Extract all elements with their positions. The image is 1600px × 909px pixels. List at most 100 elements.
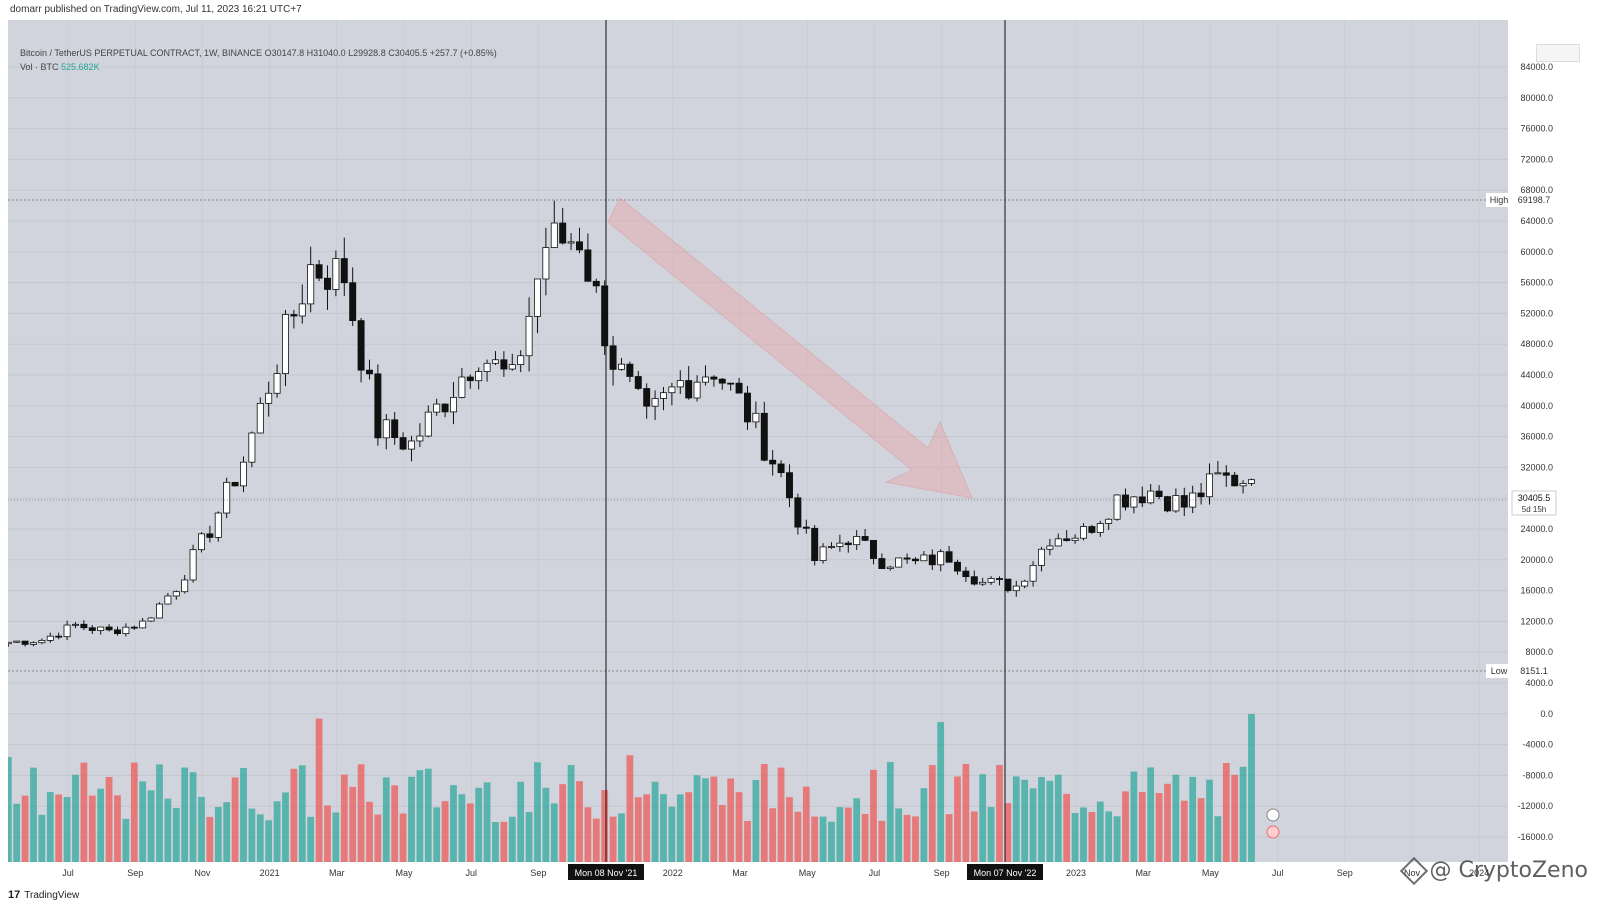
candle-body: [449, 396, 457, 413]
chart-legend: Bitcoin / TetherUS PERPETUAL CONTRACT, 1…: [20, 46, 497, 74]
volume-bar: [181, 767, 189, 862]
candle-body: [1172, 495, 1180, 512]
candle-body: [760, 412, 768, 461]
candle-body: [88, 627, 96, 631]
candle-body: [718, 378, 726, 384]
volume-bar: [592, 818, 600, 862]
candle-body: [1164, 496, 1171, 512]
price-tick-label: 12000.0: [1520, 616, 1553, 626]
volume-bar: [886, 762, 894, 862]
price-tick-label: -8000.0: [1522, 770, 1553, 780]
volume-bar: [307, 816, 315, 862]
volume-bar: [273, 801, 281, 862]
candle-body: [189, 549, 197, 581]
time-tick-label: May: [799, 868, 817, 878]
volume-label: Vol · BTC: [20, 62, 59, 72]
volume-bar: [1054, 774, 1062, 862]
volume-bar: [315, 718, 323, 862]
candle-body: [105, 626, 113, 631]
candle-body: [290, 314, 298, 317]
price-tick-label: 84000.0: [1520, 62, 1553, 72]
volume-bar: [954, 776, 961, 862]
volume-bar: [223, 802, 231, 862]
volume-bar: [147, 790, 155, 862]
volume-bar: [559, 784, 567, 862]
candle-body: [256, 402, 264, 434]
candle-body: [382, 419, 390, 439]
candle-body: [987, 578, 995, 583]
volume-bar: [1206, 779, 1213, 862]
volume-bar: [836, 807, 844, 862]
candle-body: [1012, 585, 1020, 592]
candle-body: [542, 247, 550, 280]
price-chart[interactable]: 84000.0 80000.0 76000.0 72000.0 68000.0 64000…: [8, 20, 1592, 882]
volume-bar: [30, 767, 37, 862]
candle-body: [601, 285, 609, 347]
ohlc-values: O30147.8 H31040.0 L29928.8 C30405.5 +257…: [264, 48, 497, 58]
candle-body: [164, 595, 172, 605]
candle-body: [1197, 492, 1205, 498]
candle-body: [693, 381, 701, 399]
volume-bar: [139, 781, 147, 862]
volume-bar: [920, 788, 928, 862]
candle-body: [609, 345, 617, 370]
candle-body: [702, 376, 709, 383]
candle-body: [1113, 494, 1121, 520]
price-tick-label: -12000.0: [1517, 801, 1553, 811]
candle-body: [886, 566, 894, 569]
candle-body: [13, 640, 21, 643]
volume-bar: [1239, 766, 1247, 862]
author-watermark: @ CryptoZeno: [1399, 856, 1588, 885]
candle-body: [72, 623, 79, 626]
volume-bar: [38, 814, 46, 862]
candle-body: [416, 435, 424, 442]
volume-bar: [441, 801, 449, 862]
volume-bar: [643, 794, 651, 862]
candle-body: [1021, 580, 1029, 587]
candle-body: [903, 557, 911, 560]
volume-bar: [634, 797, 642, 862]
event-icon: [1266, 825, 1280, 839]
candle-body: [298, 303, 306, 317]
last-price-value: 30405.5: [1518, 493, 1551, 503]
candle-body: [1088, 526, 1096, 533]
volume-bar: [861, 813, 869, 862]
volume-bar: [1164, 783, 1171, 862]
candle-body: [29, 642, 37, 645]
volume-bar: [424, 768, 432, 862]
candle-body: [273, 373, 281, 394]
candle-body: [920, 554, 928, 562]
candle-body: [996, 578, 1003, 580]
candle-body: [912, 558, 919, 562]
price-tick-label: 36000.0: [1520, 432, 1553, 442]
level-value-label: 69198.7: [1518, 195, 1551, 205]
candle-body: [752, 412, 760, 423]
candle-body: [441, 403, 449, 413]
time-tick-label: 2023: [1066, 868, 1086, 878]
level-name-box: [1486, 193, 1512, 207]
volume-bar: [433, 807, 441, 862]
volume-bar: [357, 764, 365, 862]
volume-bar: [769, 808, 777, 862]
candle-body: [1038, 548, 1045, 566]
candle-body: [769, 459, 777, 465]
scale-settings-button[interactable]: [1536, 44, 1580, 62]
volume-bar: [1021, 779, 1029, 862]
candle-body: [55, 635, 63, 638]
volume-bar: [21, 795, 29, 862]
candle-body: [214, 512, 222, 538]
candle-body: [1054, 538, 1062, 547]
volume-bar: [450, 785, 457, 862]
volume-value: 525.682K: [61, 62, 100, 72]
vertical-marker-box: [967, 864, 1043, 880]
candle-body: [1239, 483, 1247, 487]
volume-bar: [853, 798, 861, 862]
time-tick-label: 2022: [663, 868, 683, 878]
candle-body: [828, 546, 835, 548]
candle-body: [634, 376, 642, 389]
chart-frame[interactable]: 84000.0 80000.0 76000.0 72000.0 68000.0 64000…: [8, 20, 1592, 882]
price-tick-label: -16000.0: [1517, 832, 1553, 842]
volume-bar: [500, 821, 508, 862]
volume-bar: [88, 795, 96, 862]
candle-body: [651, 398, 659, 407]
